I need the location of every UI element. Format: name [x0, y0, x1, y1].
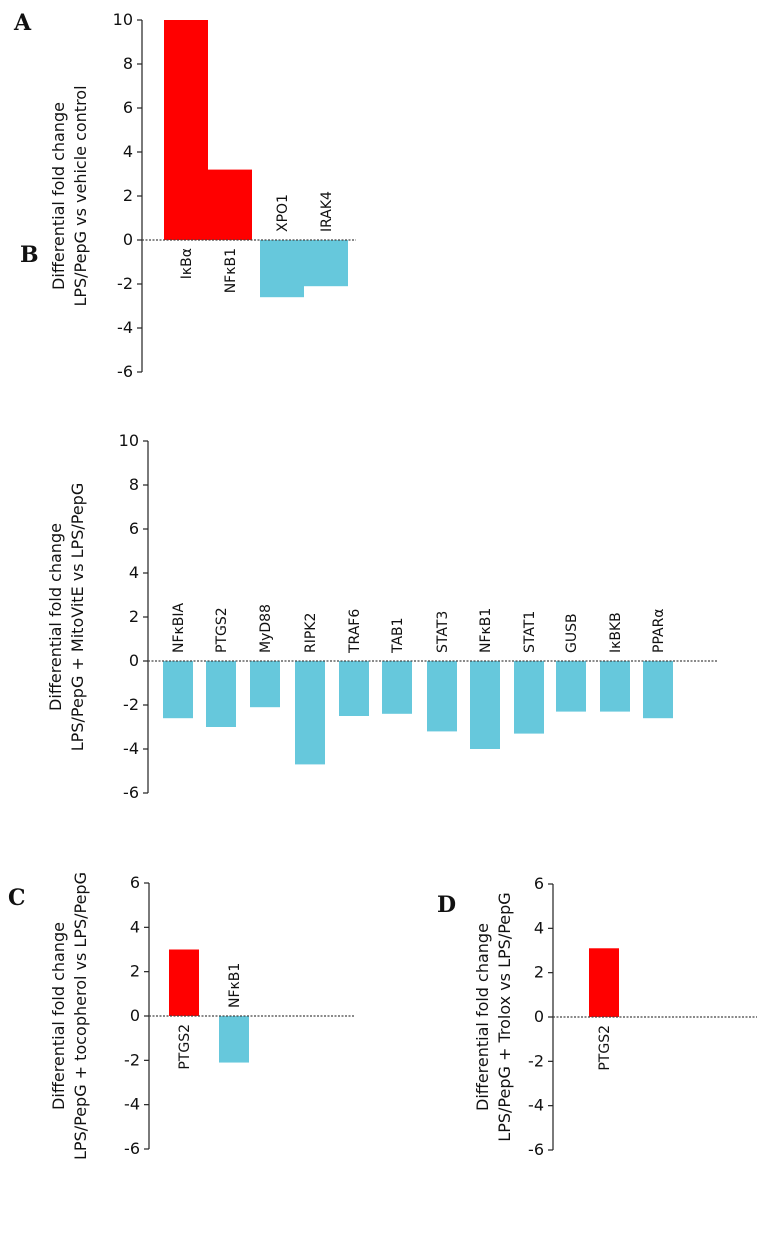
- panel-letter-d: D: [437, 892, 456, 918]
- y-tick-label-c: -4: [124, 1095, 140, 1114]
- y-axis-title-b-line-1: Differential fold change: [46, 523, 65, 711]
- panel-c-chart: C 6 4 2 0 -2 -4 -6 PTGS2 NFκB1 Differential fold …: [8, 872, 355, 1160]
- bar-b-9: [514, 661, 544, 734]
- y-tick-label-c: 0: [130, 1006, 140, 1025]
- category-label-a-1: IκBα: [179, 248, 195, 279]
- y-axis-title-d-line-1: Differential fold change: [473, 923, 492, 1111]
- category-label-a-3: XPO1: [275, 194, 291, 232]
- y-tick-label-d: -4: [528, 1096, 544, 1115]
- y-axis-title-c-line-1: Differential fold change: [49, 922, 68, 1110]
- y-tick-label-c: 2: [130, 962, 140, 981]
- y-tick-label-b: 2: [129, 607, 139, 626]
- bar-a-4: [304, 240, 348, 287]
- y-tick-label-a: 2: [123, 186, 133, 205]
- y-tick-label-b: 4: [129, 563, 139, 582]
- panel-letter-b: B: [20, 242, 39, 268]
- y-tick-label-a: 8: [123, 54, 133, 73]
- category-label-b-11: IκBKB: [608, 612, 624, 653]
- category-label-b-12: PPARα: [651, 608, 667, 653]
- y-tick-label-a: 10: [113, 10, 133, 29]
- bar-b-6: [382, 661, 412, 714]
- bar-a-3: [260, 240, 304, 298]
- y-tick-label-d: 0: [534, 1007, 544, 1026]
- y-tick-label-b: 0: [129, 651, 139, 670]
- bar-b-11: [600, 661, 630, 712]
- panel-d-chart: D 6 4 2 0 -2 -4 -6 PTGS2 Differential fold chang…: [437, 874, 757, 1159]
- y-axis-title-b-line-2: LPS/PepG + MitoVitE vs LPS/PepG: [68, 483, 87, 751]
- panel-b-chart: B 10 8 6 4 2 0 -2 -4 -6 NFκBIA PTGS2 MyD88 RIPK2 TRAF…: [20, 242, 718, 802]
- bar-b-2: [206, 661, 236, 727]
- category-label-b-3: MyD88: [258, 604, 274, 653]
- bar-b-4: [295, 661, 325, 765]
- category-label-d-1: PTGS2: [597, 1025, 613, 1071]
- category-label-c-2: NFκB1: [227, 963, 243, 1008]
- panel-a-chart: A 10 8 6 4 2 0 -2 -4 -6 IκBα NFκB1 XPO1 IRAK4 Differe…: [13, 10, 356, 381]
- category-label-b-5: TRAF6: [347, 609, 363, 654]
- category-label-b-7: STAT3: [435, 611, 451, 653]
- y-tick-label-b: 6: [129, 519, 139, 538]
- y-tick-label-a: -6: [117, 362, 133, 381]
- bar-b-7: [427, 661, 457, 732]
- y-tick-label-b: -2: [123, 695, 139, 714]
- category-label-b-1: NFκBIA: [171, 602, 187, 653]
- y-tick-label-a: -4: [117, 318, 133, 337]
- y-tick-label-d: 6: [534, 874, 544, 893]
- y-tick-label-b: -4: [123, 739, 139, 758]
- panel-letter-c: C: [8, 885, 26, 911]
- y-tick-label-d: -6: [528, 1140, 544, 1159]
- bar-b-1: [163, 661, 193, 719]
- category-label-b-6: TAB1: [390, 617, 406, 654]
- y-tick-label-a: -2: [117, 274, 133, 293]
- y-tick-label-a: 6: [123, 98, 133, 117]
- y-tick-label-d: 2: [534, 963, 544, 982]
- category-label-b-10: GUSB: [564, 613, 580, 653]
- bar-a-1: [164, 20, 208, 240]
- y-tick-label-c: 4: [130, 917, 140, 936]
- y-tick-label-c: 6: [130, 873, 140, 892]
- category-label-b-9: STAT1: [522, 611, 538, 653]
- y-tick-label-d: 4: [534, 918, 544, 937]
- bar-a-2: [208, 169, 252, 240]
- category-label-b-4: RIPK2: [303, 613, 319, 653]
- y-axis-title-a-line-2: LPS/PepG vs vehicle control: [71, 85, 90, 306]
- category-label-a-4: IRAK4: [319, 191, 335, 232]
- category-label-b-2: PTGS2: [214, 607, 230, 653]
- bar-b-8: [470, 661, 500, 749]
- bar-c-2: [219, 1016, 249, 1063]
- y-axis-title-a-line-1: Differential fold change: [49, 102, 68, 290]
- category-label-a-2: NFκB1: [223, 248, 239, 293]
- y-tick-label-c: -2: [124, 1050, 140, 1069]
- y-tick-label-b: 10: [119, 431, 139, 450]
- y-axis-title-c-line-2: LPS/PepG + tocopherol vs LPS/PepG: [71, 872, 90, 1160]
- y-tick-label-c: -6: [124, 1139, 140, 1158]
- bar-b-10: [556, 661, 586, 712]
- y-tick-label-a: 0: [123, 230, 133, 249]
- y-tick-label-b: -6: [123, 783, 139, 802]
- bar-b-12: [643, 661, 673, 719]
- y-tick-label-a: 4: [123, 142, 133, 161]
- panel-letter-a: A: [13, 10, 32, 36]
- bar-b-5: [339, 661, 369, 716]
- bar-d-1: [589, 948, 619, 1017]
- category-label-c-1: PTGS2: [177, 1024, 193, 1070]
- y-tick-label-d: -2: [528, 1051, 544, 1070]
- bar-c-1: [169, 949, 199, 1016]
- category-label-b-8: NFκB1: [478, 608, 494, 653]
- bar-b-3: [250, 661, 280, 708]
- y-tick-label-b: 8: [129, 475, 139, 494]
- y-axis-title-d-line-2: LPS/PepG + Trolox vs LPS/PepG: [495, 892, 514, 1141]
